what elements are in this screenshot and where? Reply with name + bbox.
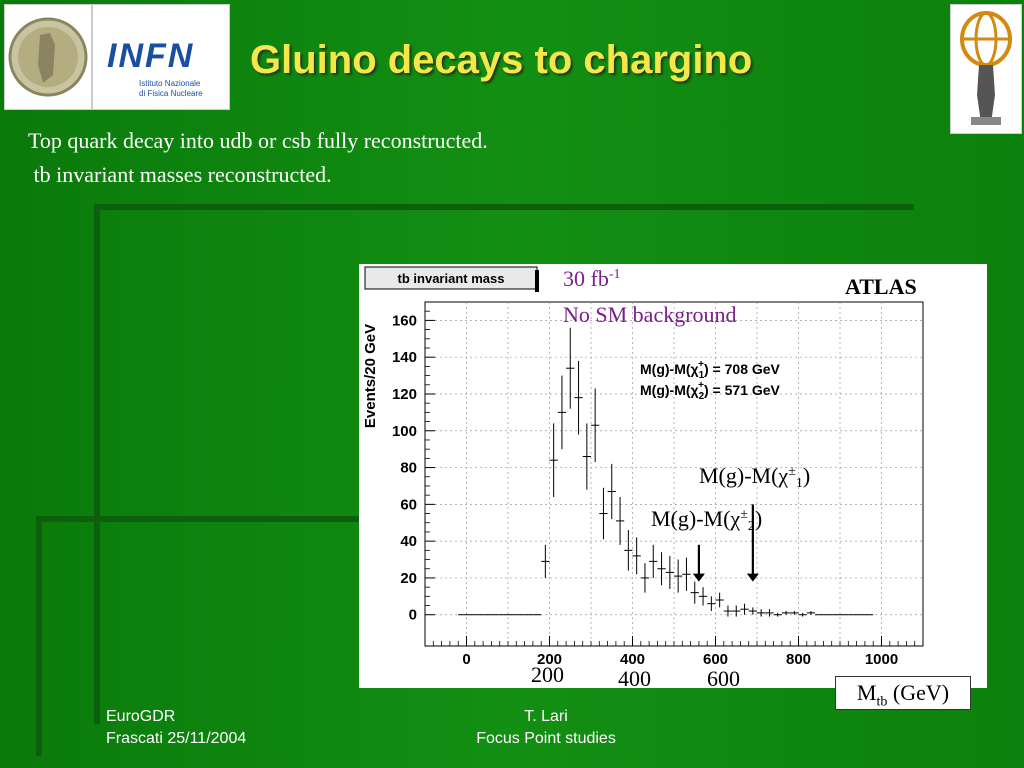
background-label: No SM background xyxy=(563,302,737,327)
luminosity-value: 30 fb xyxy=(563,266,609,291)
body-text-line-1: Top quark decay into udb or csb fully re… xyxy=(28,128,488,153)
annotation-chargino-2: M(g)-M(χ±2) xyxy=(651,506,762,534)
annotation-1-sub: 1 xyxy=(796,476,803,491)
x-tick-label: 600 xyxy=(703,651,728,668)
x-tick-label: 800 xyxy=(786,651,811,668)
y-tick-label: 20 xyxy=(400,570,417,587)
annotation-1-sup: ± xyxy=(788,464,796,479)
footer-talk-title: Focus Point studies xyxy=(476,730,616,747)
slide-title: Gluino decays to chargino xyxy=(250,38,753,82)
legend-line-2: M(g)-M(χ2+) = 571 GeV xyxy=(640,380,781,402)
y-tick-label: 140 xyxy=(392,349,417,366)
x-tick-label: 1000 xyxy=(865,651,898,668)
annotation-2-prefix: M(g)-M(χ xyxy=(651,506,740,531)
y-tick-label: 60 xyxy=(400,496,417,513)
y-tick-label: 0 xyxy=(409,607,417,624)
infn-logo-subtitle-1: Istituto Nazionale xyxy=(139,79,201,88)
footer-left: EuroGDR Frascati 25/11/2004 xyxy=(106,706,246,750)
y-tick-label: 80 xyxy=(400,460,417,477)
legend-line-1-value: ) = 708 GeV xyxy=(704,361,781,377)
body-text-line-2: tb invariant masses reconstructed. xyxy=(28,162,332,187)
y-tick-label: 40 xyxy=(400,533,417,550)
chart-panel: 0 20 40 60 80 100 120 140 160 0 200 400 600 800 1000 t… xyxy=(359,264,987,688)
university-seal-logo xyxy=(4,4,92,110)
x-axis-label-unit: (GeV) xyxy=(887,680,950,705)
y-axis-label: Events/20 GeV xyxy=(362,324,379,428)
data-points-layer xyxy=(458,327,874,617)
infn-logo-text: INFN xyxy=(107,37,195,75)
chart-title: tb invariant mass xyxy=(398,271,505,286)
annotation-2-sup: ± xyxy=(740,507,748,522)
overlay-x-label-600: 600 xyxy=(707,666,740,688)
legend-line-1-text: M(g)-M(χ xyxy=(640,361,699,377)
background-frame-mid xyxy=(36,516,360,522)
background-frame-left2 xyxy=(36,516,42,756)
x-axis-label-m: M xyxy=(856,680,877,705)
luminosity-label: 30 fb-1 xyxy=(563,266,621,291)
infn-logo: INFN Istituto Nazionale di Fisica Nuclea… xyxy=(92,4,230,110)
x-tick-label: 400 xyxy=(620,651,645,668)
footer-event-name: EuroGDR xyxy=(106,708,176,725)
x-axis-label-box: Mtb (GeV) xyxy=(835,676,971,710)
legend-line-2-value: ) = 571 GeV xyxy=(704,382,781,398)
legend-line-1-sup: + xyxy=(698,359,704,370)
footer-author: T. Lari xyxy=(524,708,568,725)
ticks-layer: 0 20 40 60 80 100 120 140 160 0 200 400 600 800 1000 xyxy=(392,310,916,668)
annotation-chargino-1: M(g)-M(χ±1) xyxy=(699,463,810,491)
footer-center: T. Lari Focus Point studies xyxy=(440,706,652,750)
footer-event-date: Frascati 25/11/2004 xyxy=(106,730,247,747)
annotation-2-sub: 2 xyxy=(748,519,755,534)
y-tick-label: 120 xyxy=(392,386,417,403)
x-axis-label-sub: tb xyxy=(876,694,888,710)
annotation-arrow-head xyxy=(746,573,759,582)
legend-line-2-sup: + xyxy=(698,380,704,391)
x-tick-label: 0 xyxy=(462,651,470,668)
atlas-logo xyxy=(950,4,1022,134)
luminosity-exponent: -1 xyxy=(609,267,621,282)
annotation-1-prefix: M(g)-M(χ xyxy=(699,463,788,488)
annotation-arrows-layer xyxy=(692,504,759,582)
annotation-1-suffix: ) xyxy=(803,463,810,488)
legend-line-1: M(g)-M(χ1+) = 708 GeV xyxy=(640,359,781,381)
annotation-2-suffix: ) xyxy=(755,506,762,531)
infn-logo-subtitle-2: di Fisica Nucleare xyxy=(139,89,203,98)
legend-line-2-sub: 2 xyxy=(699,391,705,402)
annotation-arrow-head xyxy=(692,573,705,582)
legend-line-2-text: M(g)-M(χ xyxy=(640,382,699,398)
overlay-x-label-200: 200 xyxy=(531,662,564,687)
background-frame-left xyxy=(94,204,100,724)
x-tick-label: 200 xyxy=(537,651,562,668)
experiment-label: ATLAS xyxy=(845,274,917,299)
y-tick-label: 160 xyxy=(392,312,417,329)
background-frame-top xyxy=(94,204,914,210)
legend-line-1-sub: 1 xyxy=(699,370,705,381)
overlay-x-label-400: 400 xyxy=(618,666,651,688)
y-tick-label: 100 xyxy=(392,423,417,440)
chart-title-box-shadow xyxy=(535,270,539,292)
